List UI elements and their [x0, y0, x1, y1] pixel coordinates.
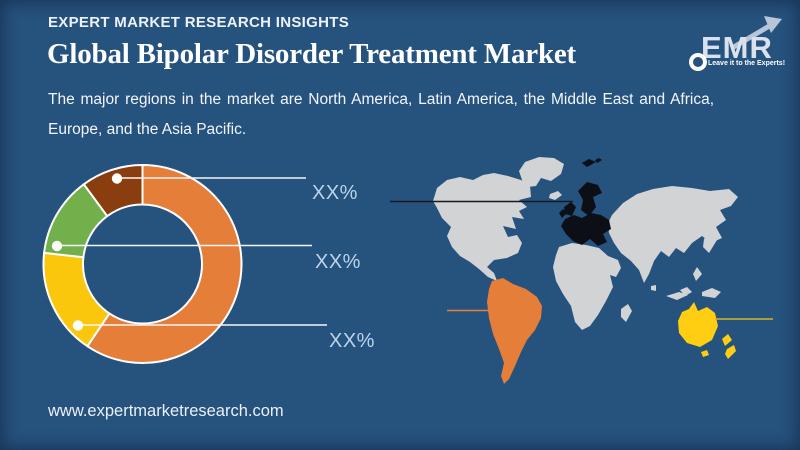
map-region-iceland	[549, 191, 562, 200]
page-title: Global Bipolar Disorder Treatment Market	[47, 38, 576, 70]
callout-dot-1	[111, 173, 123, 184]
callout-label-1: XX%	[312, 182, 358, 204]
map-region-africa	[553, 243, 621, 330]
map-region-philippines	[693, 267, 702, 281]
donut-segments-group	[42, 163, 243, 364]
world-map	[390, 157, 773, 384]
emr-logo-arrow-icon	[730, 16, 782, 51]
map-region-australia-new-zealand	[678, 302, 736, 359]
map-region-north-america	[433, 173, 531, 281]
map-base-continents	[433, 157, 738, 330]
emr-logo-tagline: Leave it to the Experts!	[708, 60, 785, 67]
map-region-madagascar	[621, 304, 632, 322]
map-region-japan	[703, 231, 717, 253]
footer-website-link[interactable]: www.expertmarketresearch.com	[48, 402, 284, 420]
emr-logo-text: EMR	[701, 30, 773, 65]
callout-label-2: XX%	[315, 251, 361, 273]
callout-label-3: XX%	[329, 330, 375, 352]
donut-segment-orange	[85, 163, 243, 364]
map-region-new-guinea	[702, 288, 721, 298]
map-region-europe	[559, 158, 611, 246]
map-region-south-america	[487, 278, 542, 384]
page-subtitle-line2: Europe, and the Asia Pacific.	[48, 121, 247, 138]
map-region-sri-lanka	[651, 285, 656, 291]
page-subtitle-line1: The major regions in the market are Nort…	[48, 91, 714, 108]
emr-logo-ring-icon	[689, 53, 707, 71]
map-region-asia	[608, 186, 738, 283]
callout-dot-2	[51, 240, 63, 252]
map-region-borneo	[680, 287, 692, 296]
emr-logo: EMR Leave it to the Experts!	[689, 16, 785, 71]
map-region-indonesia	[666, 292, 688, 300]
callout-dot-3	[72, 320, 84, 331]
brand-label: EXPERT MARKET RESEARCH INSIGHTS	[48, 14, 349, 31]
map-region-greenland	[519, 157, 564, 187]
